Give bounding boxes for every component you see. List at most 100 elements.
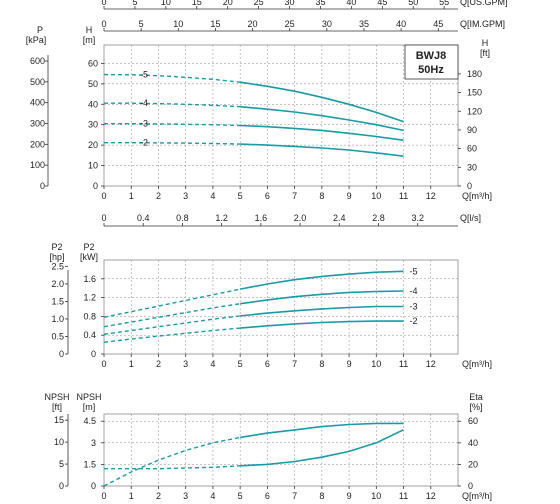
power-x-tick-label: 3: [183, 359, 188, 369]
power-hp-axis-unit: [hp]: [49, 252, 64, 262]
npsh-plot-frame: [103, 413, 459, 487]
head-series-solid: [240, 105, 404, 132]
npsh-x-tick-label: 3: [183, 491, 188, 501]
pressure-tick-label: 0: [40, 181, 45, 191]
eta-tick-label: 20: [468, 459, 478, 469]
npsh-x-tick-label: 1: [129, 491, 134, 501]
head-series-label: -5: [140, 70, 148, 80]
head-x-tick-label: 1: [129, 191, 134, 201]
top-axis-tick-label: 10: [161, 0, 171, 7]
head-series-dashed: [103, 73, 241, 83]
flow-ls-tick-label: 2.4: [333, 213, 346, 223]
pressure-tick-label: 500: [30, 77, 45, 87]
head-x-tick-label: 9: [347, 191, 352, 201]
top-axis-label: Q[US.GPM]: [460, 0, 508, 7]
power-series-solid: [240, 270, 404, 290]
top-axis-tick-label: 45: [377, 0, 387, 7]
head-ft-tick-label: 180: [467, 69, 482, 79]
head-x-tick-label: 11: [399, 191, 408, 201]
head-x-tick-label: 3: [183, 191, 188, 201]
pressure-tick-label: 100: [30, 160, 45, 170]
head-series-label: -3: [140, 119, 148, 129]
head-x-tick-label: 5: [238, 191, 243, 201]
top-axis-tick-label: 30: [285, 0, 295, 7]
power-kw-axis-label: P2: [83, 242, 94, 252]
head-x-tick-label: 7: [292, 191, 297, 201]
power-x-axis-label: Q[m³/h]: [462, 359, 492, 369]
head-series-solid: [240, 124, 404, 141]
power-series-solid: [240, 290, 404, 305]
power-hp-tick-label: 0.5: [51, 331, 64, 341]
npsh-x-tick-label: 5: [238, 491, 243, 501]
npsh-m-tick-label: 1.5: [83, 459, 96, 469]
top-axis-tick-label: 25: [285, 19, 295, 29]
power-kw-tick-label: 0.4: [83, 330, 96, 340]
top-axis-tick-label: 40: [346, 0, 356, 7]
flow-ls-tick-label: 0: [101, 213, 106, 223]
head-m-tick-label: 0: [93, 181, 98, 191]
pressure-axis-label: P: [37, 25, 43, 35]
eta-tick-label: 0: [468, 481, 473, 491]
power-series-label: -4: [410, 286, 418, 296]
power-x-tick-label: 9: [347, 359, 352, 369]
power-x-tick-label: 1: [129, 359, 134, 369]
npsh-m-axis-label: NPSH: [76, 392, 101, 402]
npsh-x-tick-label: 9: [347, 491, 352, 501]
head-series-dashed: [104, 141, 241, 145]
power-hp-tick-label: 2.5: [51, 261, 64, 271]
head-x-tick-label: 10: [371, 191, 381, 201]
top-axis-tick-label: 0: [101, 0, 106, 7]
top-axis-tick-label: 20: [248, 19, 258, 29]
power-series-label: -3: [410, 302, 418, 312]
pressure-tick-label: 600: [30, 56, 45, 66]
top-axis-tick-label: 25: [254, 0, 264, 7]
npsh-x-tick-label: 8: [319, 491, 324, 501]
head-axis-label: H: [86, 25, 93, 35]
power-x-tick-label: 8: [319, 359, 324, 369]
npsh-ft-axis-label: NPSH: [44, 392, 69, 402]
head-ft-tick-label: 120: [467, 106, 482, 116]
flow-ls-axis-label: Q[l/s]: [460, 213, 481, 223]
top-axis-tick-label: 20: [223, 0, 233, 7]
power-x-tick-label: 2: [156, 359, 161, 369]
model-label-box: [404, 44, 459, 80]
power-series-dashed: [103, 315, 241, 335]
power-series-solid: [240, 305, 404, 317]
npsh-m-tick-label: 3: [91, 438, 96, 448]
head-series-label: -2: [140, 138, 148, 148]
power-x-tick-label: 4: [210, 359, 215, 369]
power-series-label: -5: [410, 266, 418, 276]
power-kw-tick-label: 0.8: [83, 311, 96, 321]
npsh-m-tick-label: 4.5: [83, 416, 96, 426]
npsh-ft-tick-label: 15: [54, 415, 64, 425]
head-ft-tick-label: 0: [467, 181, 472, 191]
flow-ls-tick-label: 0.4: [137, 213, 150, 223]
power-series-dashed: [103, 288, 241, 318]
power-x-tick-label: 11: [399, 359, 408, 369]
power-series-dashed: [103, 327, 241, 343]
top-axis-tick-label: 15: [210, 19, 220, 29]
head-ft-axis-unit: [ft]: [480, 48, 490, 58]
flow-ls-tick-label: 3.2: [411, 213, 424, 223]
power-plot-frame: [103, 259, 459, 355]
eta-axis-unit: [%]: [469, 402, 482, 412]
flow-ls-tick-label: 2.8: [372, 213, 385, 223]
power-x-tick-label: 6: [265, 359, 270, 369]
npsh-ft-axis-unit: [ft]: [52, 402, 62, 412]
top-axis-tick-label: 35: [315, 0, 325, 7]
top-axis-tick-label: 35: [359, 19, 369, 29]
top-axis-tick-label: 40: [396, 19, 406, 29]
head-m-tick-label: 40: [88, 99, 98, 109]
head-series-dashed: [104, 102, 241, 108]
top-axis-tick-label: 10: [173, 19, 183, 29]
npsh-x-tick-label: 0: [101, 491, 106, 501]
power-series-label: -2: [410, 316, 418, 326]
power-x-tick-label: 7: [292, 359, 297, 369]
top-axis-tick-label: 5: [139, 19, 144, 29]
power-kw-tick-label: 1.2: [83, 293, 96, 303]
frequency-label: 50Hz: [418, 64, 444, 76]
head-m-tick-label: 30: [88, 120, 98, 130]
npsh-x-axis-label: Q[m³/h]: [462, 491, 492, 501]
power-hp-tick-label: 1.0: [51, 314, 64, 324]
